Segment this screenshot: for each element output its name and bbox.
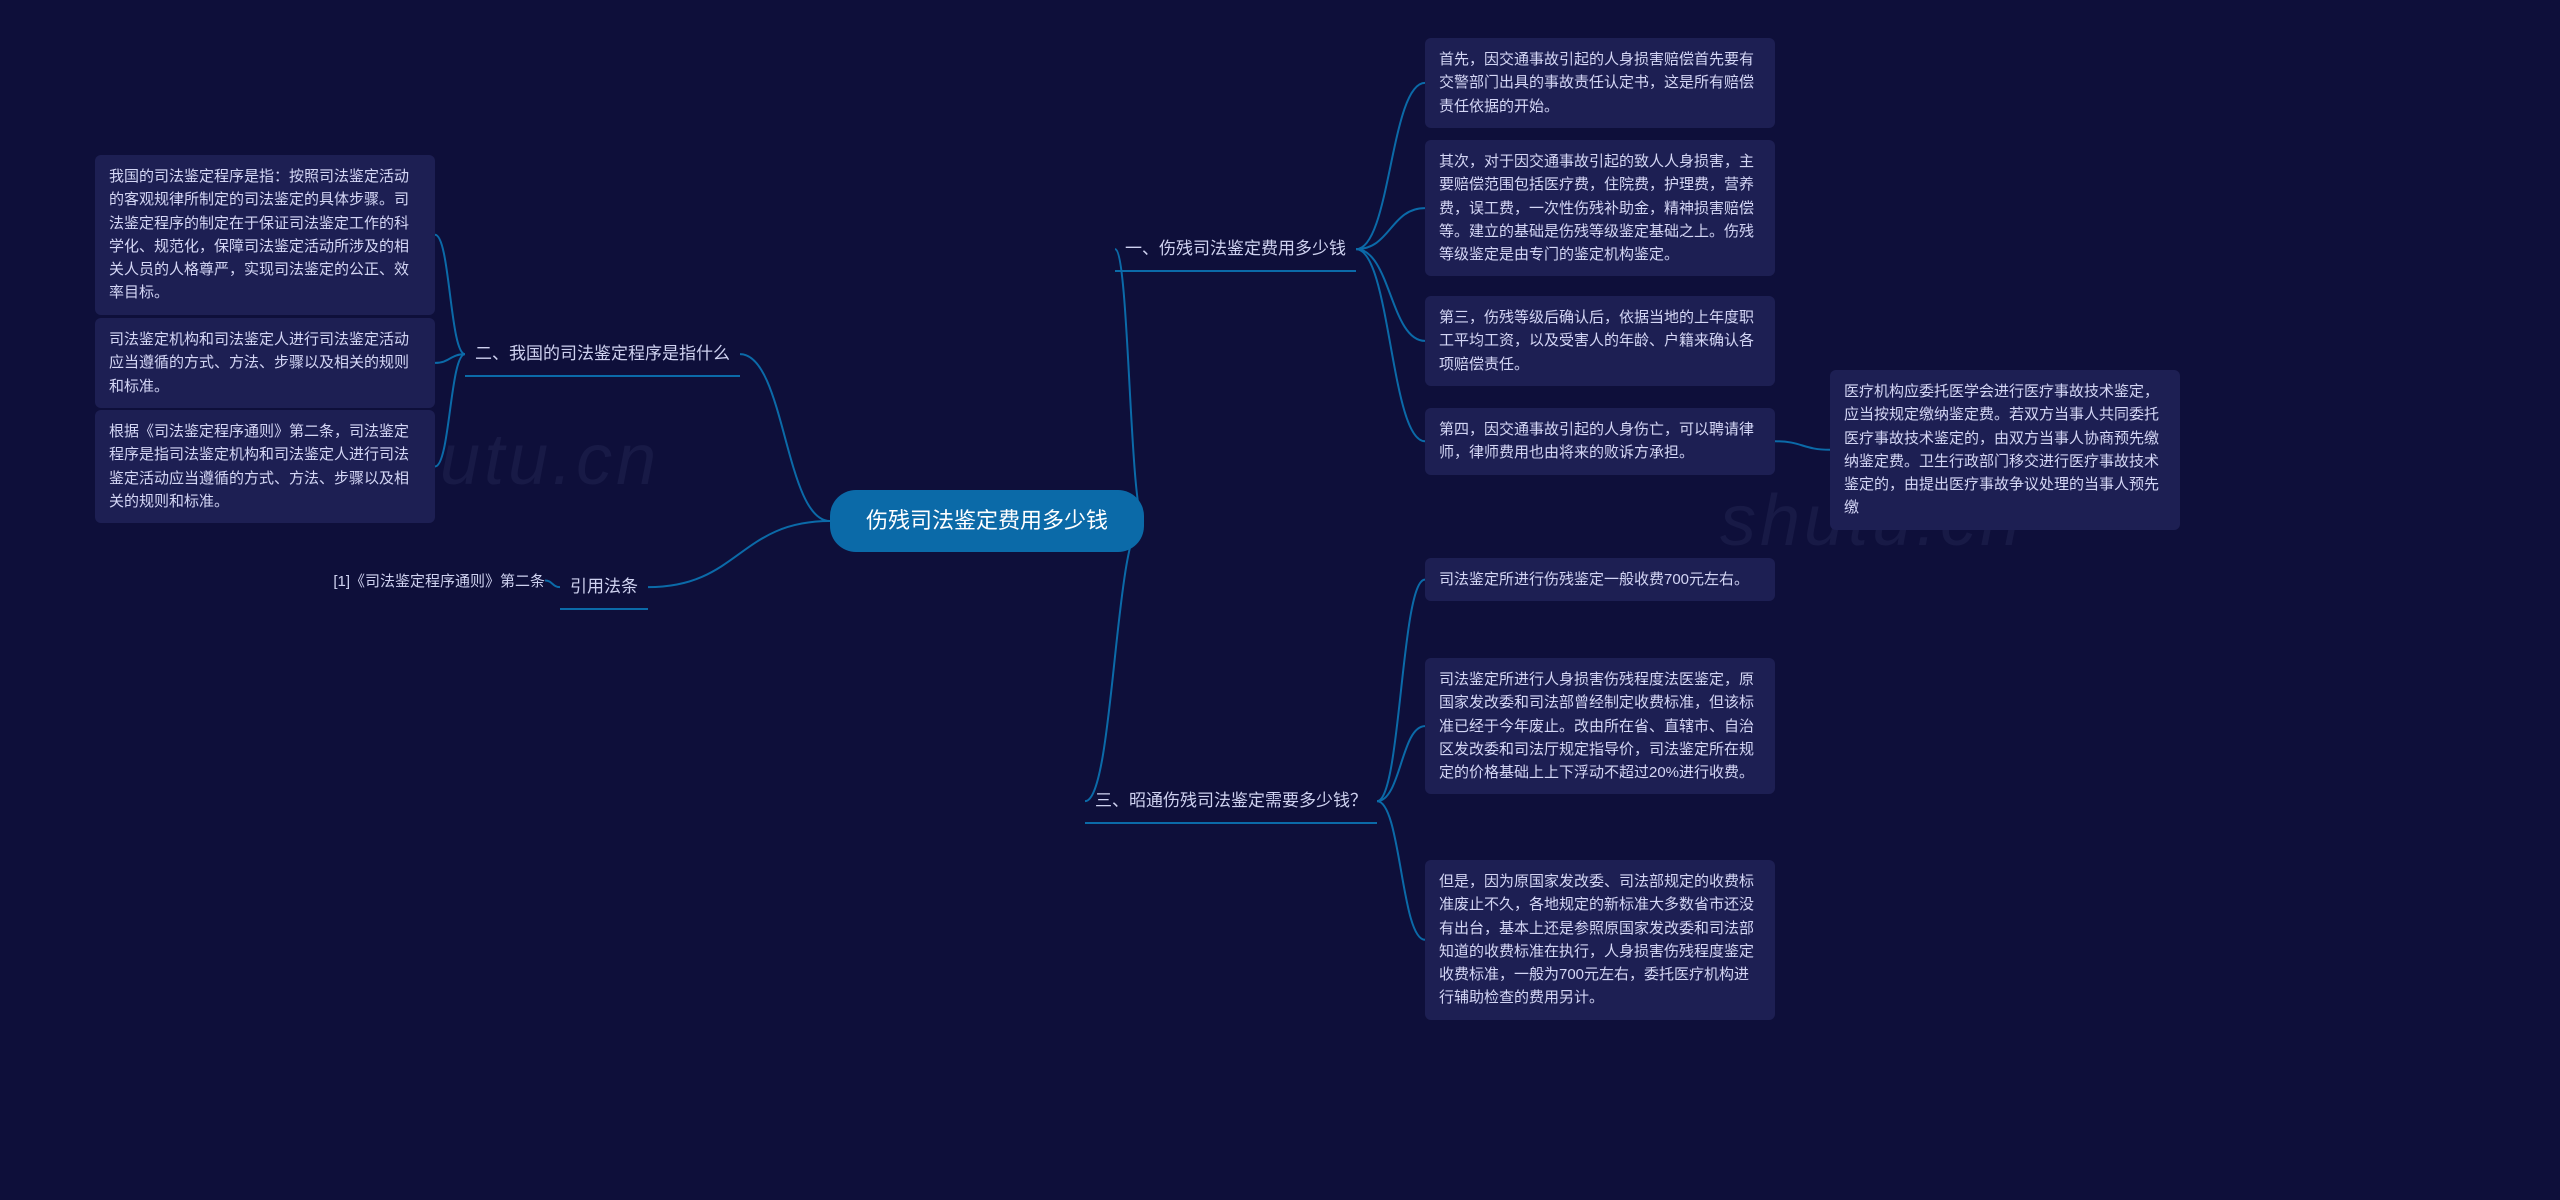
root-label: 伤残司法鉴定费用多少钱 [866,508,1108,533]
leaf-text: 首先，因交通事故引起的人身损害赔偿首先要有交警部门出具的事故责任认定书，这是所有… [1439,51,1754,115]
leaf-sub-node: 医疗机构应委托医学会进行医疗事故技术鉴定，应当按规定缴纳鉴定费。若双方当事人共同… [1830,370,2180,530]
leaf-text: [1]《司法鉴定程序通则》第二条 [333,573,545,590]
leaf-text: 司法鉴定所进行伤残鉴定一般收费700元左右。 [1439,571,1749,588]
leaf-node: 第四，因交通事故引起的人身伤亡，可以聘请律师，律师费用也由将来的败诉方承担。 [1425,408,1775,475]
leaf-text: 根据《司法鉴定程序通则》第二条，司法鉴定程序是指司法鉴定机构和司法鉴定人进行司法… [109,423,409,510]
branch-cost[interactable]: 一、伤残司法鉴定费用多少钱 [1115,230,1356,268]
leaf-text: 医疗机构应委托医学会进行医疗事故技术鉴定，应当按规定缴纳鉴定费。若双方当事人共同… [1844,383,2159,516]
branch-label: 引用法条 [570,577,638,596]
branch-citation[interactable]: 引用法条 [560,568,648,606]
branch-label: 三、昭通伤残司法鉴定需要多少钱？ [1095,791,1367,810]
leaf-node: 首先，因交通事故引起的人身损害赔偿首先要有交警部门出具的事故责任认定书，这是所有… [1425,38,1775,128]
leaf-node: 根据《司法鉴定程序通则》第二条，司法鉴定程序是指司法鉴定机构和司法鉴定人进行司法… [95,410,435,523]
leaf-node: 我国的司法鉴定程序是指：按照司法鉴定活动的客观规律所制定的司法鉴定的具体步骤。司… [95,155,435,315]
leaf-text: 我国的司法鉴定程序是指：按照司法鉴定活动的客观规律所制定的司法鉴定的具体步骤。司… [109,168,409,301]
root-node[interactable]: 伤残司法鉴定费用多少钱 [830,490,1144,552]
mindmap-canvas: 树图 shutu.cn shutu.cn 伤残司法鉴定费用多少钱 二、我国的司法… [0,0,2560,1200]
leaf-node: [1]《司法鉴定程序通则》第二条 [295,570,545,591]
leaf-text: 第四，因交通事故引起的人身伤亡，可以聘请律师，律师费用也由将来的败诉方承担。 [1439,421,1754,461]
leaf-node: 第三，伤残等级后确认后，依据当地的上年度职工平均工资，以及受害人的年龄、户籍来确… [1425,296,1775,386]
leaf-node: 但是，因为原国家发改委、司法部规定的收费标准废止不久，各地规定的新标准大多数省市… [1425,860,1775,1020]
leaf-node: 司法鉴定所进行人身损害伤残程度法医鉴定，原国家发改委和司法部曾经制定收费标准，但… [1425,658,1775,794]
leaf-text: 但是，因为原国家发改委、司法部规定的收费标准废止不久，各地规定的新标准大多数省市… [1439,873,1754,1006]
leaf-text: 第三，伤残等级后确认后，依据当地的上年度职工平均工资，以及受害人的年龄、户籍来确… [1439,309,1754,373]
branch-label: 二、我国的司法鉴定程序是指什么 [475,344,730,363]
branch-procedure[interactable]: 二、我国的司法鉴定程序是指什么 [465,335,740,373]
leaf-node: 司法鉴定机构和司法鉴定人进行司法鉴定活动应当遵循的方式、方法、步骤以及相关的规则… [95,318,435,408]
leaf-text: 其次，对于因交通事故引起的致人人身损害，主要赔偿范围包括医疗费，住院费，护理费，… [1439,153,1754,263]
leaf-text: 司法鉴定所进行人身损害伤残程度法医鉴定，原国家发改委和司法部曾经制定收费标准，但… [1439,671,1754,781]
branch-zhaotong[interactable]: 三、昭通伤残司法鉴定需要多少钱？ [1085,782,1377,820]
leaf-node: 其次，对于因交通事故引起的致人人身损害，主要赔偿范围包括医疗费，住院费，护理费，… [1425,140,1775,276]
leaf-text: 司法鉴定机构和司法鉴定人进行司法鉴定活动应当遵循的方式、方法、步骤以及相关的规则… [109,331,409,395]
branch-label: 一、伤残司法鉴定费用多少钱 [1125,239,1346,258]
leaf-node: 司法鉴定所进行伤残鉴定一般收费700元左右。 [1425,558,1775,601]
